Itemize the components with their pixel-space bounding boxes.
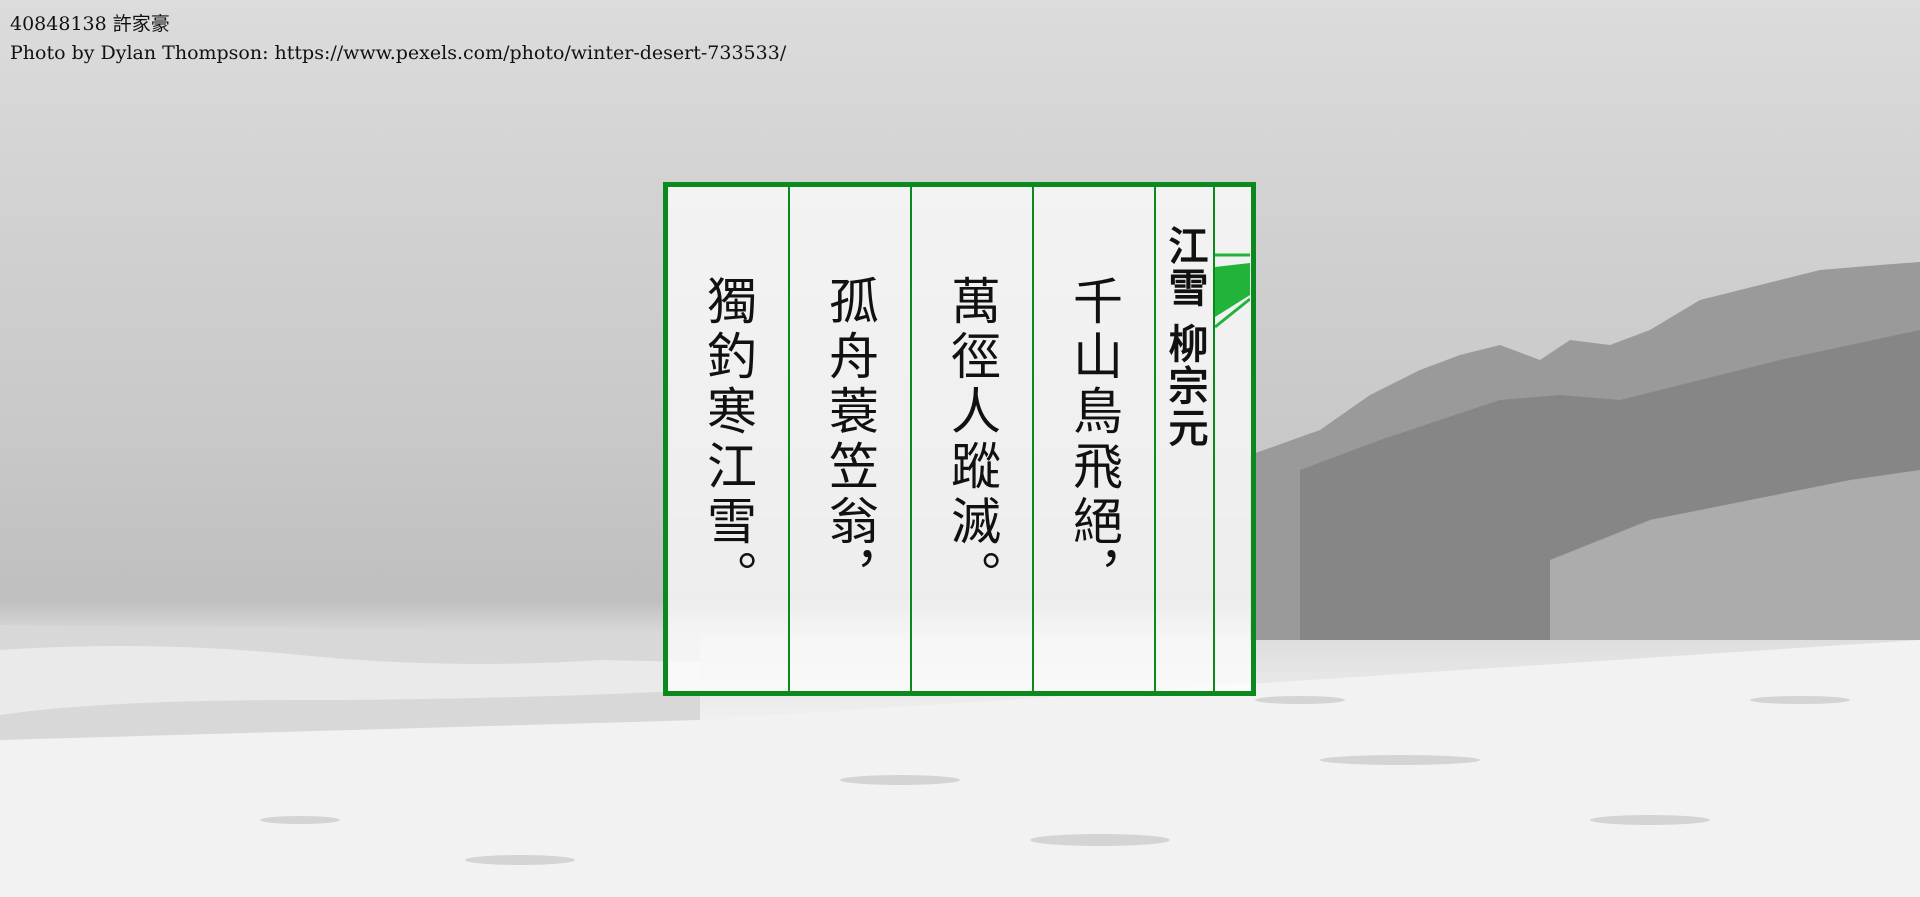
photo-credit: Photo by Dylan Thompson: https://www.pex…	[10, 42, 787, 64]
caption: 40848138 許家豪 Photo by Dylan Thompson: ht…	[10, 10, 786, 68]
author-line: 40848138 許家豪	[10, 13, 170, 35]
poem-panel: 獨釣寒江雪。 孤舟蓑笠翁， 萬徑人蹤滅。 千山鳥飛絕， 江雪柳宗元	[663, 182, 1256, 696]
poem-line-3: 孤舟蓑笠翁，	[821, 275, 879, 605]
poem-line-column: 萬徑人蹤滅。	[912, 187, 1034, 691]
poem-heading: 江雪柳宗元	[1156, 225, 1214, 691]
decoration-column	[1215, 187, 1250, 691]
poem-line-2: 萬徑人蹤滅。	[943, 275, 1001, 605]
poem-line-4: 獨釣寒江雪。	[699, 275, 757, 605]
poem-line-1: 千山鳥飛絕，	[1065, 275, 1123, 605]
poem-title: 江雪	[1161, 225, 1208, 309]
poem-line-column: 千山鳥飛絕，	[1034, 187, 1156, 691]
poem-author: 柳宗元	[1161, 323, 1208, 449]
poem-line-column: 獨釣寒江雪。	[668, 187, 790, 691]
green-stripe-decoration	[1215, 253, 1250, 329]
poem-line-column: 孤舟蓑笠翁，	[790, 187, 912, 691]
poem-title-column: 江雪柳宗元	[1156, 187, 1215, 691]
